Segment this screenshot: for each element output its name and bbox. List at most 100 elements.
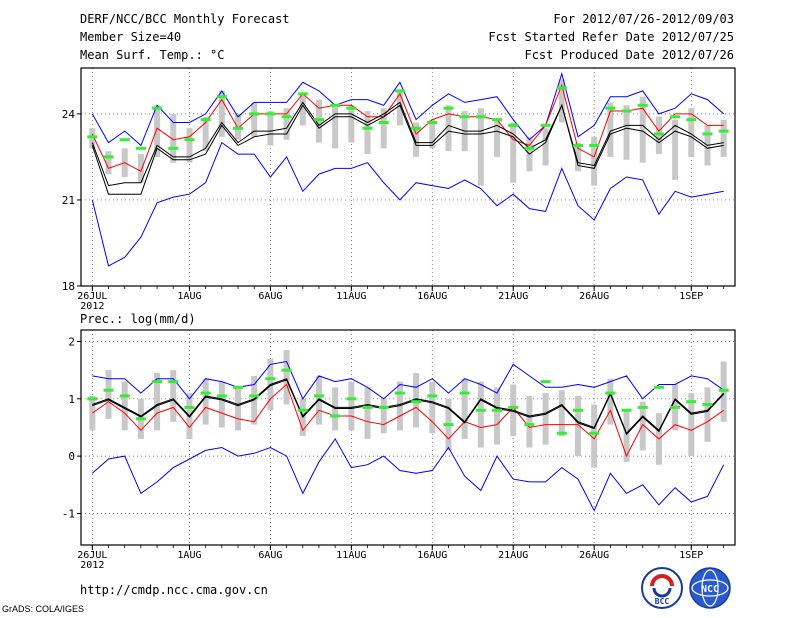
temp-spread-bar: [445, 105, 452, 152]
prec-ensemble-marker: [297, 408, 308, 412]
temp-spread-bar: [607, 102, 614, 157]
variable-label: Mean Surf. Temp.: °C: [80, 48, 225, 62]
temp-ensemble-marker: [313, 118, 324, 122]
temp-x-tick-label: 16AUG: [417, 291, 447, 302]
prec-y-tick-label: 2: [68, 335, 75, 348]
temp-spread-bar: [251, 102, 258, 137]
temp-y-tick-label: 21: [62, 194, 75, 207]
prec-spread-bar: [704, 387, 711, 442]
temp-spread-bar: [299, 93, 306, 126]
temp-ensemble-marker: [378, 121, 389, 124]
prec-series-upper: [92, 383, 724, 458]
temp-ensemble-marker: [605, 106, 616, 110]
prec-ensemble-marker: [702, 403, 713, 407]
temp-spread-bar: [364, 111, 371, 155]
temp-ensemble-marker: [103, 155, 114, 159]
temp-ensemble-marker: [653, 132, 664, 136]
temp-x-tick-label: 26AUG: [579, 291, 609, 302]
temp-ensemble-marker: [184, 138, 195, 142]
prec-title: Prec.: log(mm/d): [80, 312, 196, 326]
temp-ensemble-marker: [87, 135, 98, 139]
prec-spread-bar: [639, 401, 646, 451]
prec-ensemble-marker: [184, 405, 195, 409]
temp-spread-bar: [623, 105, 630, 160]
prec-ensemble-marker: [621, 408, 632, 412]
temp-ensemble-marker: [249, 112, 260, 116]
prec-y-tick-label: -1: [62, 507, 75, 520]
prec-series-max: [92, 360, 724, 400]
temp-series-lower: [91, 103, 724, 195]
source-url[interactable]: http://cmdp.ncc.cma.gov.cn: [80, 583, 268, 597]
fcst-started-label: Fcst Started Refer Date 2012/07/25: [488, 30, 734, 44]
temp-spread-bar: [170, 113, 177, 163]
prec-spread-bar: [202, 378, 209, 425]
grads-credit: GrADS: COLA/IGES: [2, 604, 85, 614]
temp-ensemble-marker: [216, 95, 227, 99]
temp-ensemble-marker: [475, 115, 486, 119]
prec-spread-bar: [542, 393, 549, 445]
prec-spread-bar: [283, 350, 290, 405]
temp-ensemble-marker: [459, 115, 470, 119]
temp-x-tick-label: 1SEP: [679, 291, 703, 302]
prec-x-tick-label: 6AUG: [258, 550, 282, 561]
prec-spread-bar: [105, 370, 112, 419]
temp-spread-bar: [688, 108, 695, 157]
forecast-period-label: For 2012/07/26-2012/09/03: [553, 12, 734, 26]
prec-ensemble-marker: [362, 405, 373, 409]
prec-spread-bar: [121, 381, 128, 431]
prec-spread-bar: [218, 381, 225, 428]
prec-ensemble-marker: [589, 431, 600, 435]
temp-spread-bar: [283, 108, 290, 140]
temp-ensemble-marker: [330, 103, 341, 107]
temp-spread-bar: [137, 154, 144, 183]
prec-ensemble-marker: [492, 408, 503, 412]
prec-spread-bar: [348, 381, 355, 431]
temp-ensemble-marker: [492, 118, 503, 122]
temp-ensemble-marker: [362, 126, 373, 130]
prec-ensemble-marker: [346, 397, 357, 401]
temp-ensemble-marker: [443, 106, 454, 110]
prec-y-tick-label: 0: [68, 450, 75, 463]
prec-spread-bar: [607, 378, 614, 425]
temp-spread-bar: [332, 105, 339, 149]
temp-x-tick-label: 21AUG: [498, 291, 528, 302]
temp-ensemble-marker: [589, 143, 600, 147]
fcst-produced-label: Fcst Produced Date 2012/07/26: [524, 48, 734, 62]
prec-spread-bar: [623, 410, 630, 462]
ncc-logo: NCC: [688, 566, 732, 610]
temp-spread-bar: [429, 119, 436, 149]
prec-ensemble-marker: [313, 394, 324, 398]
temp-spread-bar: [494, 119, 501, 157]
prec-ensemble-marker: [216, 394, 227, 398]
prec-spread-bar: [494, 387, 501, 445]
prec-ensemble-marker: [233, 385, 244, 389]
temp-ensemble-marker: [621, 109, 632, 113]
temp-series-upper: [91, 83, 724, 173]
temp-spread-bar: [202, 116, 209, 152]
prec-y-tick-label: 1: [68, 393, 75, 406]
temp-spread-bar: [639, 96, 646, 163]
temp-spread-bar: [267, 111, 274, 146]
temp-ensemble-marker: [152, 106, 163, 110]
temp-ensemble-marker: [411, 126, 422, 130]
temp-ensemble-marker: [265, 112, 276, 116]
temp-spread-bar: [542, 128, 549, 166]
temp-series-min: [91, 141, 724, 267]
prec-ensemble-marker: [119, 394, 130, 398]
prec-ensemble-marker: [718, 388, 729, 392]
prec-x-tick-label: 16AUG: [417, 550, 447, 561]
prec-spread-bar: [429, 381, 436, 434]
temp-ensemble-marker: [702, 132, 713, 136]
prec-spread-bar: [364, 387, 371, 439]
temp-ensemble-marker: [200, 118, 211, 122]
temp-ensemble-marker: [670, 115, 681, 119]
prec-ensemble-marker: [87, 397, 98, 401]
prec-spread-bar: [558, 390, 565, 437]
temp-x-tick-label: 26JUL: [77, 291, 107, 302]
prec-x-tick-label: 26JUL: [77, 550, 107, 561]
prec-ensemble-marker: [103, 388, 114, 392]
prec-x-tick-label: 26AUG: [579, 550, 609, 561]
temp-ensemble-marker: [540, 123, 551, 127]
temp-series-mean: [91, 101, 724, 187]
